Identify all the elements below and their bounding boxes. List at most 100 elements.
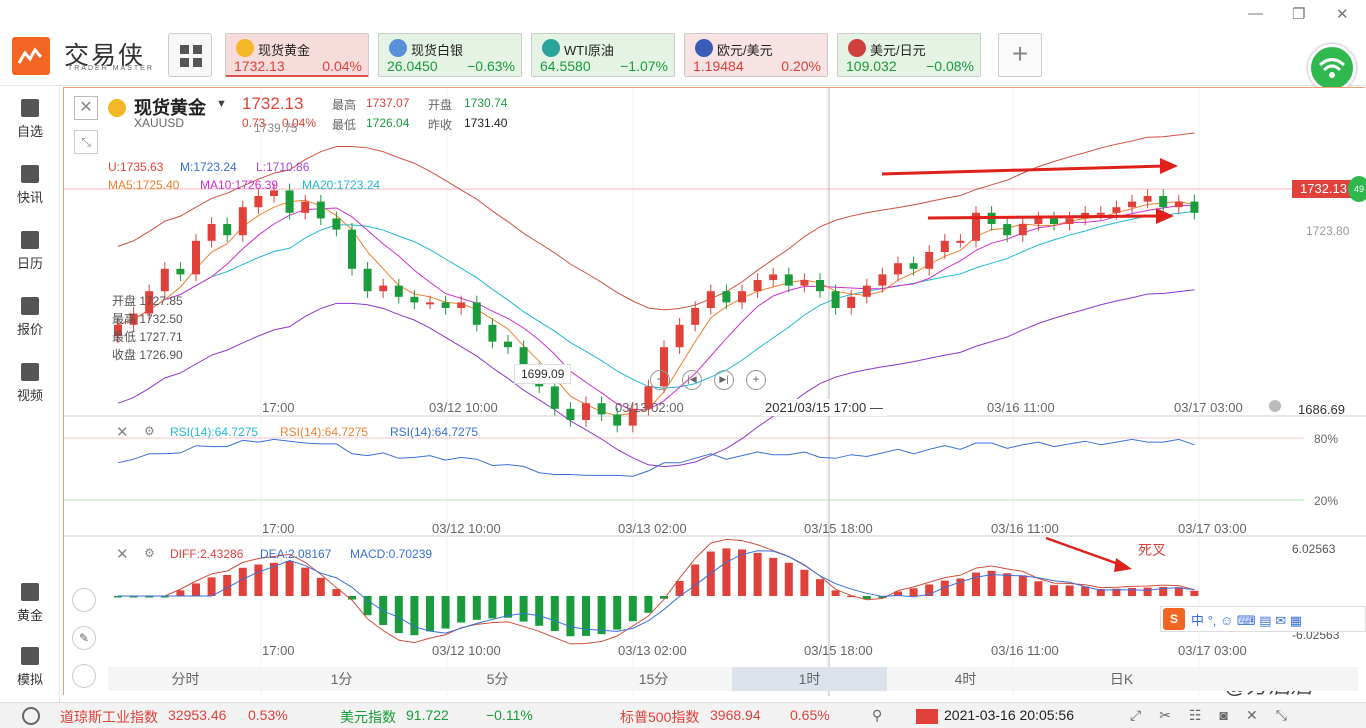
timeframe-0[interactable]: 分时 (171, 671, 200, 687)
ime-toolbar[interactable]: S 中 °, ☺ ⌨ ▤ ✉ ▦ (1160, 606, 1366, 632)
news-icon (21, 165, 39, 183)
candle (114, 324, 122, 336)
ticker-tile-2[interactable]: WTI原油 64.5580 −1.07% (531, 33, 675, 77)
candle (972, 212, 980, 241)
candle (207, 224, 216, 241)
time-tick: 03/12 10:00 (429, 400, 498, 415)
close-icon[interactable]: ✕ (1336, 6, 1349, 23)
zoom-in-icon[interactable]: + (746, 370, 766, 390)
timeframe-4[interactable]: 1时 (732, 667, 887, 691)
sidebar-item-0[interactable]: 自选 (0, 99, 60, 140)
fullscreen-icon[interactable]: ⤢ (1130, 707, 1142, 723)
candle (1174, 201, 1183, 208)
headset-icon[interactable] (22, 707, 40, 725)
ticker-tile-0[interactable]: 现货黄金 1732.13 0.04% (225, 33, 369, 77)
indicator-icon[interactable] (72, 588, 96, 612)
add-symbol-button[interactable]: + (998, 33, 1042, 77)
candle (1034, 218, 1043, 224)
macd-bar (644, 596, 653, 613)
sidebar-item-4[interactable]: 视频 (0, 363, 60, 404)
quote-icon (21, 297, 39, 315)
candle (301, 201, 310, 213)
low-value: 1726.04 (366, 116, 410, 130)
candle (332, 218, 341, 230)
minimize-icon[interactable]: — (1248, 5, 1263, 22)
ticker-name: 现货黄金 (258, 43, 311, 58)
calendar-icon (21, 231, 39, 249)
zoom-controls: − |◀ ▶| + (650, 370, 766, 390)
ticker-tile-3[interactable]: 欧元/美元 1.19484 0.20% (684, 33, 828, 77)
time-tick: 03/15 18:00 (804, 521, 873, 536)
collapse-icon[interactable]: ⤡ (74, 130, 98, 154)
main-time-axis: 17:00 03/12 10:00 03/13 02:00 03/16 11:00 03… (64, 400, 1264, 416)
ticker-tile-1[interactable]: 现货白银 26.0450 −0.63% (378, 33, 522, 77)
pen-icon[interactable]: ✎ (72, 626, 96, 650)
candle (582, 403, 590, 420)
ticker-change: −1.07% (620, 58, 668, 74)
macd-bar (628, 596, 637, 622)
candle (909, 263, 918, 269)
timeframe-1[interactable]: 1分 (330, 671, 353, 687)
timeframe-2[interactable]: 5分 (486, 671, 509, 687)
arrow-head (1160, 158, 1178, 174)
link-icon[interactable]: ⚲ (872, 707, 883, 723)
dow-change: 0.53% (248, 707, 288, 723)
mute-icon[interactable]: ✕ (1245, 707, 1258, 723)
high-value: 1737.07 (366, 96, 410, 110)
timeframe-3[interactable]: 15分 (638, 671, 669, 687)
peak-label: 1739.75 (254, 121, 298, 135)
symbol-name[interactable]: 现货黄金 (134, 98, 206, 118)
timeframe-5[interactable]: 4时 (954, 671, 977, 687)
sliders-icon[interactable]: ☷ (1188, 707, 1202, 723)
macd-close-icon[interactable]: ✕ (116, 546, 129, 563)
ma10-line (117, 205, 1195, 411)
prev-close-label: 昨收 (428, 118, 453, 132)
sidebar: 自选快讯日历报价视频黄金模拟 (0, 87, 60, 702)
expand-icon[interactable]: ⤡ (1275, 707, 1287, 723)
gold-icon (21, 583, 39, 601)
zoom-out-icon[interactable]: − (650, 370, 670, 390)
macd-bar (238, 567, 247, 596)
macd-bar (207, 577, 216, 596)
user-icon (1269, 400, 1281, 412)
macd-settings-icon[interactable]: ⚙ (144, 546, 155, 560)
camera-icon[interactable]: ◙ (1219, 707, 1228, 723)
tools-icon[interactable]: ✂ (1159, 707, 1171, 723)
sidebar-item-3[interactable]: 报价 (0, 297, 60, 338)
candle (753, 280, 762, 292)
sidebar-item-1[interactable]: 快讯 (0, 165, 60, 206)
ohlc-high: 最高 1732.50 (112, 312, 183, 326)
chart-panel[interactable]: ✕ 现货黄金 ▼ XAUUSD 1732.13 0.73 0.04% 最高 17… (63, 87, 1366, 698)
macd-bar (1018, 575, 1027, 596)
candle (925, 252, 934, 269)
grid-menu-button[interactable] (168, 33, 212, 77)
macd-bar (566, 596, 575, 637)
simulate-icon (21, 647, 39, 665)
float-ball-icon[interactable]: 49 (1348, 176, 1366, 202)
ticker-tile-4[interactable]: 美元/日元 109.032 −0.08% (837, 33, 981, 77)
logo-icon (12, 37, 50, 75)
chevron-down-icon[interactable]: ▼ (216, 98, 227, 110)
ime-mode-icon[interactable]: 中 °, ☺ ⌨ ▤ ✉ ▦ (1191, 612, 1302, 628)
sidebar-item-5[interactable]: 黄金 (0, 583, 60, 624)
chart-type-icon[interactable] (72, 664, 96, 688)
resistance-arrow (881, 164, 1165, 176)
wifi-icon[interactable] (1308, 44, 1356, 92)
macd-time-axis: 17:00 03/12 10:00 03/13 02:00 03/15 18:00 03… (64, 643, 1264, 659)
sidebar-item-6[interactable]: 模拟 (0, 647, 60, 688)
rsi-settings-icon[interactable]: ⚙ (144, 424, 155, 438)
ticker-icon (695, 39, 713, 57)
candle (129, 313, 138, 325)
timeframe-6[interactable]: 日K (1109, 671, 1134, 687)
candle (1159, 196, 1168, 208)
scroll-left-icon[interactable]: |◀ (682, 370, 702, 390)
macd-bar (816, 579, 824, 596)
candle (145, 291, 154, 314)
sidebar-item-2[interactable]: 日历 (0, 231, 60, 272)
close-chart-icon[interactable]: ✕ (74, 96, 98, 120)
macd-bar (956, 578, 965, 596)
scroll-right-icon[interactable]: ▶| (714, 370, 734, 390)
ime-logo-icon[interactable]: S (1163, 608, 1185, 630)
rsi-close-icon[interactable]: ✕ (116, 424, 129, 441)
restore-icon[interactable]: ❐ (1292, 6, 1306, 23)
